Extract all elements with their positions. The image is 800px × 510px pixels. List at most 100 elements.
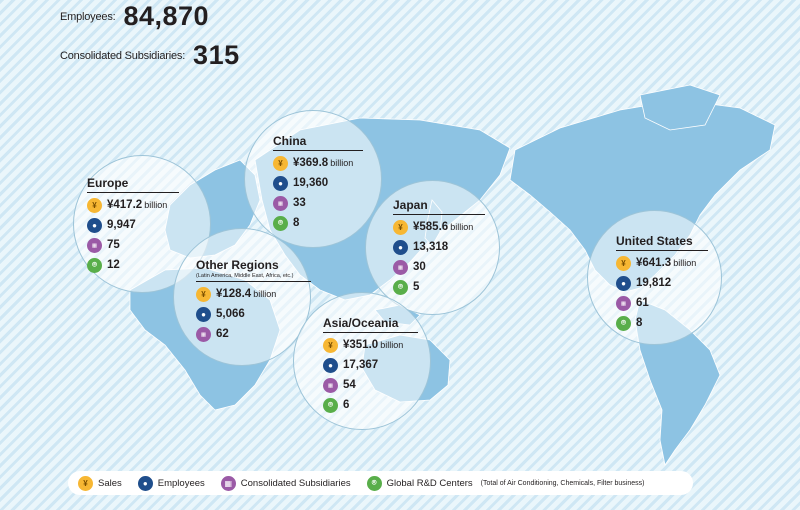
legend-subsidiaries: ▦ Consolidated Subsidiaries [220, 475, 351, 491]
sales-value: ¥369.8 [293, 157, 329, 169]
sales-value: ¥351.0 [343, 339, 379, 351]
employees-row: ● 19,360 [273, 175, 363, 191]
sales-row: ¥ ¥128.4 billion [196, 286, 311, 302]
employees-row: ● 9,947 [87, 217, 179, 233]
legend-employees-label: Employees [157, 477, 205, 489]
japan-bubble [365, 180, 500, 315]
region-united-states: United States ¥ ¥641.3 billion ● 19,812 ▦… [616, 234, 708, 331]
employees-value: 19,812 [636, 277, 672, 289]
region-europe: Europe ¥ ¥417.2 billion ● 9,947 ▦ 75 ⌾ 12 [87, 176, 179, 273]
subsidiaries-value: 62 [216, 328, 229, 340]
legend-rd: ⌾ Global R&D Centers (Total of Air Condi… [366, 475, 645, 491]
rd-value: 8 [636, 317, 643, 329]
rd-value: 6 [343, 399, 350, 411]
location-pin-icon: ⌾ [366, 475, 382, 491]
building-icon: ▦ [87, 238, 102, 253]
sales-icon: ¥ [273, 155, 288, 171]
legend-sales: ¥ Sales [78, 475, 122, 491]
sales-icon: ¥ [393, 219, 408, 235]
rd-row: ⌾ 8 [273, 215, 363, 231]
legend: ¥ Sales ● Employees ▦ Consolidated Subsi… [68, 471, 693, 495]
employees-total-value: 84,870 [123, 1, 210, 31]
region-other: Other Regions (Latin America, Middle Eas… [196, 258, 311, 342]
employees-total: Employees: 84,870 [60, 1, 209, 32]
rd-row: ⌾ 6 [323, 397, 418, 413]
asia-oceania-bubble [293, 292, 431, 430]
sales-unit: billion [673, 258, 697, 268]
sales-unit: billion [144, 200, 168, 210]
rd-value: 12 [107, 259, 120, 271]
legend-employees: ● Employees [137, 475, 205, 491]
building-icon: ▦ [616, 296, 631, 311]
employees-icon: ● [196, 306, 211, 322]
employees-value: 13,318 [413, 241, 449, 253]
united-states-bubble [587, 210, 722, 345]
sales-row: ¥ ¥369.8 billion [273, 155, 363, 171]
employees-value: 17,367 [343, 359, 379, 371]
legend-subsidiaries-label: Consolidated Subsidiaries [240, 477, 351, 489]
region-china: China ¥ ¥369.8 billion ● 19,360 ▦ 33 ⌾ 8 [273, 134, 363, 231]
sales-icon: ¥ [616, 255, 631, 271]
region-title: China [273, 134, 363, 151]
location-pin-icon: ⌾ [323, 397, 338, 413]
building-icon: ▦ [273, 196, 288, 211]
sales-value: ¥417.2 [107, 199, 143, 211]
region-title: Other Regions [196, 258, 279, 272]
subsidiaries-value: 30 [413, 261, 426, 273]
sales-row: ¥ ¥641.3 billion [616, 255, 708, 271]
sales-unit: billion [253, 289, 277, 299]
employees-row: ● 13,318 [393, 239, 485, 255]
region-japan: Japan ¥ ¥585.6 billion ● 13,318 ▦ 30 ⌾ 5 [393, 198, 485, 295]
subsidiaries-total: Consolidated Subsidiaries: 315 [60, 40, 240, 71]
region-title: Europe [87, 176, 179, 193]
employees-icon: ● [137, 475, 153, 491]
rd-value: 8 [293, 217, 300, 229]
location-pin-icon: ⌾ [273, 215, 288, 231]
sales-icon: ¥ [78, 475, 93, 491]
sales-row: ¥ ¥585.6 billion [393, 219, 485, 235]
building-icon: ▦ [196, 327, 211, 342]
sales-row: ¥ ¥417.2 billion [87, 197, 179, 213]
subsidiaries-value: 61 [636, 297, 649, 309]
subsidiaries-value: 33 [293, 197, 306, 209]
subsidiaries-row: ▦ 33 [273, 195, 363, 211]
employees-total-label: Employees: [60, 10, 116, 23]
subsidiaries-value: 75 [107, 239, 120, 251]
employees-row: ● 17,367 [323, 357, 418, 373]
building-icon: ▦ [220, 475, 236, 491]
employees-icon: ● [273, 175, 288, 191]
building-icon: ▦ [393, 260, 408, 275]
location-pin-icon: ⌾ [87, 257, 102, 273]
employees-value: 19,360 [293, 177, 329, 189]
rd-row: ⌾ 8 [616, 315, 708, 331]
sales-value: ¥641.3 [636, 257, 672, 269]
subsidiaries-row: ▦ 54 [323, 377, 418, 393]
location-pin-icon: ⌾ [393, 279, 408, 295]
employees-icon: ● [616, 275, 631, 291]
legend-sales-label: Sales [98, 477, 122, 489]
rd-row: ⌾ 5 [393, 279, 485, 295]
employees-value: 5,066 [216, 308, 245, 320]
sales-row: ¥ ¥351.0 billion [323, 337, 418, 353]
employees-icon: ● [393, 239, 408, 255]
sales-icon: ¥ [323, 337, 338, 353]
region-note: (Latin America, Middle East, Africa, etc… [196, 273, 311, 282]
sales-value: ¥585.6 [413, 221, 449, 233]
sales-unit: billion [330, 158, 354, 168]
sales-icon: ¥ [196, 286, 211, 302]
rd-row: ⌾ 12 [87, 257, 179, 273]
greenland-landmass [639, 84, 721, 131]
employees-icon: ● [87, 217, 102, 233]
subsidiaries-row: ▦ 61 [616, 295, 708, 311]
rd-value: 5 [413, 281, 420, 293]
region-title: Asia/Oceania [323, 316, 418, 333]
employees-row: ● 19,812 [616, 275, 708, 291]
region-title: United States [616, 234, 708, 251]
subsidiaries-row: ▦ 30 [393, 259, 485, 275]
legend-rd-note: (Total of Air Conditioning, Chemicals, F… [480, 479, 645, 487]
subsidiaries-row: ▦ 62 [196, 326, 311, 342]
subsidiaries-total-label: Consolidated Subsidiaries: [60, 49, 186, 62]
subsidiaries-row: ▦ 75 [87, 237, 179, 253]
legend-rd-label: Global R&D Centers [386, 477, 473, 489]
subsidiaries-value: 54 [343, 379, 356, 391]
